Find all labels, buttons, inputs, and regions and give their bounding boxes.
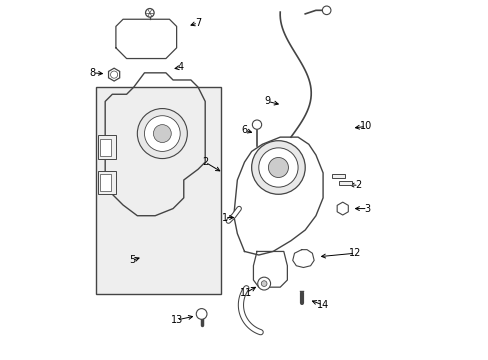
- Circle shape: [137, 109, 187, 158]
- Bar: [96, 87, 221, 294]
- Circle shape: [268, 157, 288, 177]
- Text: 1: 1: [222, 212, 227, 222]
- Text: 6: 6: [241, 125, 247, 135]
- Circle shape: [144, 116, 180, 152]
- Circle shape: [153, 125, 171, 143]
- Circle shape: [257, 277, 270, 290]
- Bar: [98, 135, 116, 158]
- Circle shape: [322, 6, 330, 15]
- Text: 2: 2: [202, 157, 208, 167]
- Circle shape: [252, 120, 261, 129]
- Circle shape: [196, 309, 206, 319]
- Circle shape: [251, 141, 305, 194]
- Text: 12: 12: [348, 248, 361, 258]
- Text: 5: 5: [128, 255, 135, 265]
- Bar: [331, 174, 344, 178]
- Circle shape: [258, 148, 298, 187]
- Text: 7: 7: [195, 18, 201, 28]
- Bar: [98, 171, 116, 194]
- Bar: [339, 181, 351, 185]
- Text: 4: 4: [177, 63, 183, 72]
- Text: 9: 9: [264, 96, 270, 107]
- Text: 10: 10: [359, 121, 371, 131]
- Bar: [100, 174, 110, 192]
- Text: 11: 11: [240, 288, 252, 297]
- Text: 3: 3: [364, 203, 370, 213]
- Circle shape: [145, 9, 154, 17]
- Text: 2: 2: [355, 180, 361, 190]
- Circle shape: [110, 71, 118, 78]
- Bar: [100, 139, 110, 156]
- Circle shape: [261, 281, 266, 287]
- Text: 8: 8: [89, 68, 96, 78]
- Text: 14: 14: [316, 300, 328, 310]
- Text: 13: 13: [170, 315, 183, 325]
